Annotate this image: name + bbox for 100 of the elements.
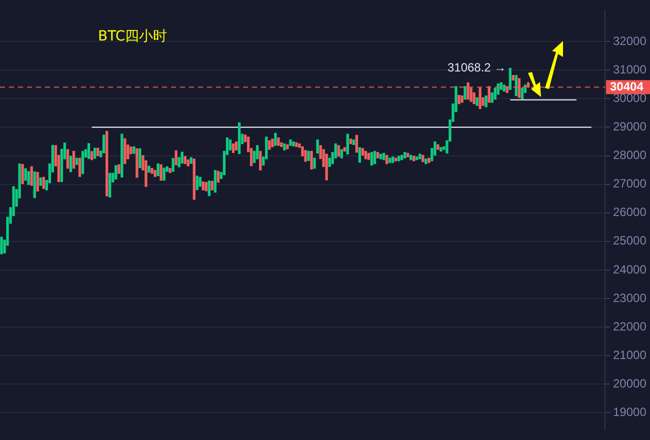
candlestick bbox=[292, 141, 295, 146]
candlestick bbox=[289, 139, 292, 146]
candlestick bbox=[361, 148, 364, 156]
candlestick bbox=[106, 130, 108, 196]
candlestick bbox=[464, 86, 466, 100]
candlestick bbox=[118, 164, 120, 174]
candlestick bbox=[150, 168, 154, 174]
y-tick-label: 21000 bbox=[613, 348, 647, 362]
candlestick bbox=[349, 138, 352, 144]
candlestick bbox=[42, 176, 45, 189]
candlestick bbox=[30, 166, 33, 186]
y-tick-label: 25000 bbox=[613, 234, 647, 248]
y-tick-label: 28000 bbox=[613, 148, 647, 162]
y-tick-label: 29000 bbox=[613, 120, 647, 134]
annotation: 31068.2 → bbox=[447, 60, 506, 75]
text: BTC四小时 bbox=[98, 28, 168, 45]
candlestick bbox=[416, 156, 418, 160]
candlestick bbox=[274, 132, 277, 146]
candlestick bbox=[75, 158, 78, 165]
candlestick bbox=[472, 92, 476, 104]
candlestick bbox=[120, 134, 124, 178]
candlestick bbox=[21, 164, 24, 184]
candlestick bbox=[478, 88, 482, 110]
candlestick bbox=[268, 140, 271, 150]
candlestick bbox=[190, 157, 192, 164]
candlestick bbox=[202, 181, 204, 190]
candlestick bbox=[424, 158, 428, 164]
candlestick bbox=[316, 139, 319, 154]
candlestick bbox=[310, 150, 313, 170]
candlestick bbox=[214, 170, 217, 193]
candlestick bbox=[283, 143, 286, 150]
candlestick bbox=[204, 182, 208, 192]
candlestick bbox=[440, 147, 442, 152]
candlestick bbox=[422, 154, 424, 162]
candlestick bbox=[148, 166, 150, 173]
candlestick bbox=[90, 151, 94, 160]
candlestick bbox=[373, 150, 376, 164]
candlestick bbox=[66, 149, 70, 169]
candlestick bbox=[358, 147, 362, 163]
candlestick bbox=[494, 88, 496, 100]
candlestick bbox=[518, 78, 521, 98]
candlestick bbox=[0, 236, 3, 254]
y-tick-label: 27000 bbox=[613, 176, 647, 191]
candlestick bbox=[78, 158, 82, 177]
candlestick bbox=[397, 156, 400, 162]
y-tick-label: 19000 bbox=[613, 404, 647, 419]
candlestick bbox=[476, 97, 478, 106]
candlestick bbox=[307, 150, 310, 161]
candlestick bbox=[69, 156, 72, 172]
candlestick bbox=[186, 159, 190, 166]
candlestick bbox=[520, 88, 524, 100]
candlestick bbox=[259, 150, 262, 170]
candlestick bbox=[114, 165, 118, 180]
candlestick bbox=[277, 137, 280, 146]
candlestick bbox=[216, 170, 220, 183]
candlestick bbox=[490, 92, 494, 103]
candlestick bbox=[136, 148, 138, 178]
candlestick bbox=[108, 172, 112, 198]
candlestick bbox=[96, 148, 100, 156]
y-tick-label: 23000 bbox=[613, 290, 647, 305]
candlestick bbox=[385, 154, 388, 164]
candlestick bbox=[87, 143, 90, 159]
candlestick bbox=[508, 68, 512, 90]
candlestick bbox=[391, 156, 394, 163]
candlestick bbox=[184, 156, 186, 164]
ref-line-label: 30404 bbox=[610, 79, 644, 94]
candlestick bbox=[138, 148, 142, 168]
candlestick bbox=[295, 142, 298, 147]
candlestick bbox=[313, 158, 316, 169]
candlestick bbox=[428, 158, 430, 163]
candlestick bbox=[102, 134, 106, 154]
candlestick bbox=[232, 143, 235, 153]
y-tick-label: 20000 bbox=[613, 376, 647, 390]
candlestick bbox=[418, 154, 422, 160]
candlestick bbox=[168, 168, 172, 173]
candlestick bbox=[466, 82, 470, 100]
candlestick bbox=[484, 96, 488, 108]
candlestick bbox=[256, 145, 259, 160]
candlestick bbox=[436, 144, 440, 150]
candlestick bbox=[33, 171, 36, 198]
candlestick bbox=[27, 171, 30, 185]
candlestick bbox=[340, 149, 343, 158]
candlestick bbox=[404, 152, 406, 158]
candlestick bbox=[337, 145, 340, 157]
candlestick bbox=[512, 74, 515, 80]
candlestick bbox=[162, 168, 166, 181]
candlestick bbox=[132, 146, 136, 154]
candlestick bbox=[93, 148, 96, 159]
candlestick bbox=[286, 144, 289, 150]
candlestick bbox=[376, 152, 380, 158]
candlestick bbox=[160, 164, 162, 181]
candlestick bbox=[370, 152, 374, 166]
candlestick bbox=[210, 180, 214, 190]
candlestick bbox=[394, 158, 398, 162]
candlestick bbox=[355, 134, 358, 153]
y-tick-label: 26000 bbox=[613, 205, 647, 220]
candlestick bbox=[24, 168, 27, 181]
candlestick bbox=[382, 152, 386, 160]
y-tick-label: 30000 bbox=[613, 91, 647, 105]
candlestick bbox=[412, 156, 416, 162]
